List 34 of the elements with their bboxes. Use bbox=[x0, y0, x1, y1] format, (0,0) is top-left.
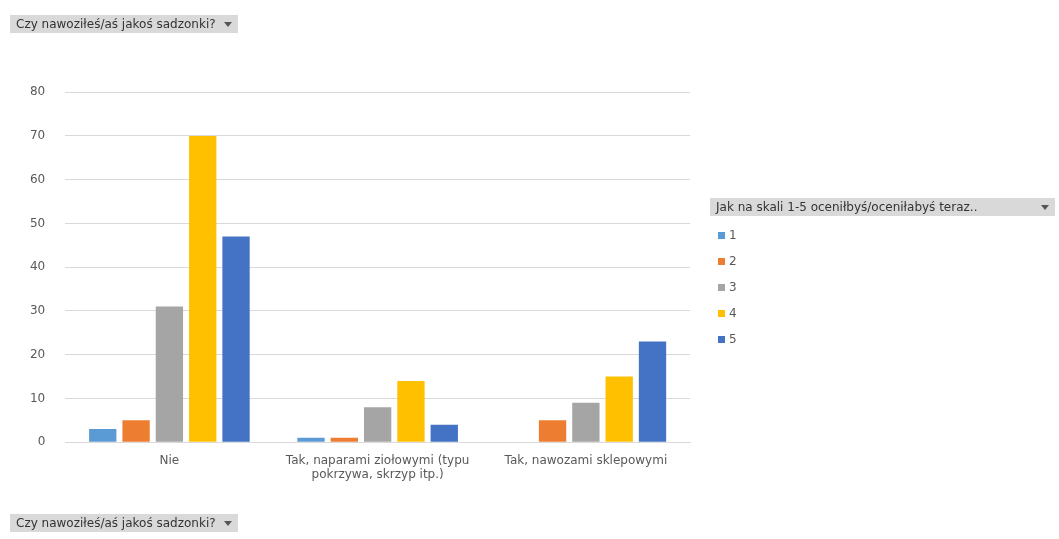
bar bbox=[330, 437, 358, 442]
x-axis-title: Czy nawoziłeś/aś jakoś sadzonki? bbox=[16, 516, 216, 530]
bar bbox=[155, 306, 184, 442]
x-tick-label: Nie bbox=[159, 452, 180, 467]
y-tick-label: 40 bbox=[29, 259, 46, 274]
bar bbox=[89, 429, 117, 442]
legend-label: 4 bbox=[729, 306, 737, 320]
bar bbox=[397, 380, 425, 442]
y-tick-label: 60 bbox=[29, 171, 46, 186]
bar bbox=[430, 424, 458, 442]
bar bbox=[297, 437, 325, 442]
y-tick-label: 20 bbox=[29, 346, 46, 361]
x-tick-label: Tak, nawozami sklepowymi bbox=[503, 452, 668, 467]
bar bbox=[222, 236, 250, 442]
legend-label: 1 bbox=[729, 228, 737, 242]
y-tick-label: 30 bbox=[29, 303, 46, 318]
bar bbox=[605, 376, 633, 442]
bar bbox=[538, 420, 567, 442]
legend-label: 2 bbox=[729, 254, 737, 268]
bar bbox=[189, 135, 217, 442]
bar bbox=[572, 402, 600, 442]
legend-title: Jak na skali 1-5 oceniłbyś/oceniłabyś teraz.. bbox=[716, 200, 978, 214]
legend-label: 3 bbox=[729, 280, 737, 294]
bar bbox=[363, 407, 392, 442]
y-tick-label: 80 bbox=[29, 84, 46, 99]
y-tick-label: 50 bbox=[29, 215, 46, 230]
x-tick-label: Tak, naparami ziołowymi (typu pokrzywa, skrzyp itp.) bbox=[284, 452, 470, 481]
legend-label: 5 bbox=[729, 332, 737, 346]
y-tick-label: 10 bbox=[29, 390, 46, 405]
bar bbox=[638, 341, 667, 442]
y-tick-label: 70 bbox=[29, 128, 46, 143]
bar bbox=[122, 420, 150, 442]
chart-title: Czy nawoziłeś/aś jakoś sadzonki? bbox=[16, 17, 216, 31]
y-tick-label: 0 bbox=[37, 434, 46, 449]
